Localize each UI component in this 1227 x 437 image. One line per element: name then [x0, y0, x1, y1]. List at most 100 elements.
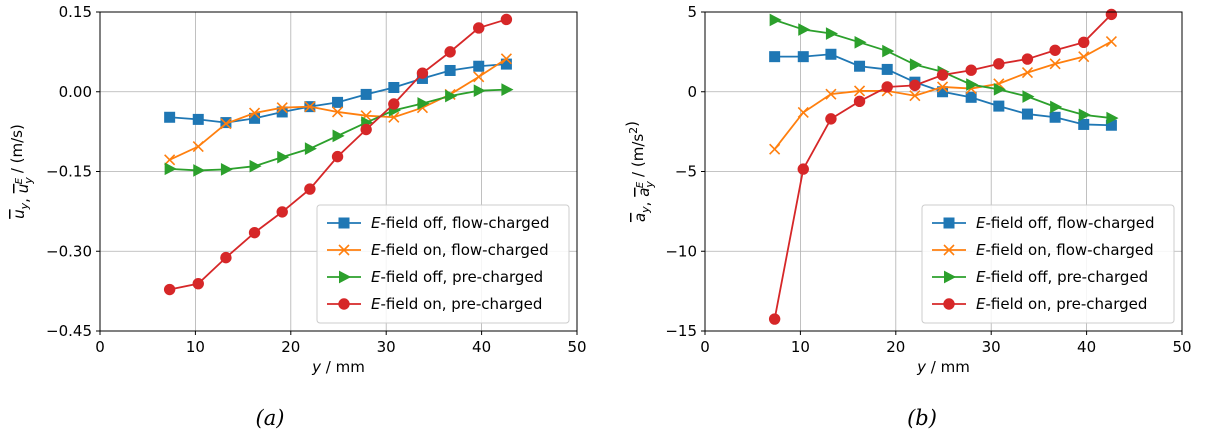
data-point-3-5	[304, 183, 316, 195]
legend-item-0: E-field off, flow-charged	[327, 214, 550, 232]
data-point-3-5	[909, 79, 921, 92]
series-3	[768, 8, 1118, 325]
data-point-2-4	[277, 150, 290, 164]
data-point-2-9	[1022, 90, 1035, 103]
legend-marker-0	[338, 217, 350, 229]
data-point-3-10	[1049, 44, 1061, 56]
legend-label-0: E-field off, flow-charged	[976, 214, 1155, 232]
legend-item-3: E-field on, pre-charged	[932, 295, 1147, 313]
data-point-3-12	[1105, 8, 1118, 21]
data-point-3-8	[388, 98, 400, 110]
legend-marker-0	[943, 217, 955, 229]
x-tick-label: 20	[886, 338, 905, 356]
data-point-3-11	[1078, 36, 1090, 49]
x-tick-label: 10	[791, 338, 810, 356]
series-line-0	[169, 63, 507, 124]
data-point-3-1	[797, 163, 809, 175]
data-point-0-11	[473, 60, 485, 72]
data-point-2-0	[164, 162, 177, 176]
legend-marker-1	[338, 244, 350, 256]
data-point-2-1	[193, 164, 206, 177]
y-axis-label: ay, ayE / (m/s2)	[623, 121, 656, 222]
data-point-1-5	[909, 90, 921, 102]
data-point-0-1	[797, 51, 809, 63]
data-point-2-2	[825, 27, 839, 40]
series-3	[163, 13, 513, 296]
legend-box	[316, 204, 570, 324]
data-point-3-7	[360, 123, 372, 136]
y-tick-label: −0.30	[46, 242, 92, 260]
data-point-2-12	[501, 83, 514, 96]
series-2	[769, 13, 1119, 125]
x-tick-label: 40	[1077, 338, 1096, 356]
series-0	[769, 48, 1117, 131]
y-axis-label: uy, uyE / (m/s)	[8, 124, 35, 219]
data-point-1-6	[936, 81, 949, 93]
legend-label-1: E-field on, flow-charged	[976, 241, 1154, 259]
data-point-0-6	[332, 96, 344, 108]
data-point-3-6	[331, 150, 344, 163]
data-point-1-3	[853, 85, 866, 97]
data-point-2-9	[417, 97, 430, 110]
data-point-3-12	[500, 13, 513, 26]
y-tick-label: −15	[665, 322, 697, 340]
x-axis-label: y / mm	[311, 358, 365, 376]
x-axis-label: y / mm	[916, 358, 970, 376]
legend-label-3: E-field on, pre-charged	[976, 295, 1147, 313]
data-point-2-4	[882, 44, 895, 58]
data-point-1-12	[500, 53, 512, 65]
legend-marker-3	[338, 298, 350, 310]
legend-marker-2	[339, 270, 352, 284]
data-point-1-11	[473, 71, 485, 83]
data-point-2-5	[909, 58, 922, 71]
data-point-1-3	[248, 107, 261, 119]
data-point-0-1	[192, 113, 204, 125]
data-point-3-1	[192, 277, 204, 290]
panel-b: 0 10 20 30 40 50 −15 −10 −5 0 5 y / mm ay, ayE / (m/…	[623, 3, 1192, 430]
legend-label-1: E-field on, flow-charged	[371, 241, 549, 259]
legend-item-3: E-field on, pre-charged	[327, 295, 542, 313]
data-point-0-0	[164, 111, 176, 123]
data-point-2-5	[304, 142, 317, 155]
y-tick-label: −5	[675, 163, 697, 181]
legend-marker-2	[944, 270, 957, 284]
data-point-2-3	[854, 35, 867, 49]
x-tick-label: 10	[186, 338, 205, 356]
x-tick-label: 20	[281, 338, 300, 356]
data-point-1-0	[164, 154, 176, 166]
data-point-2-10	[1050, 100, 1063, 114]
data-point-2-10	[445, 89, 458, 103]
series-line-1	[169, 58, 507, 161]
data-point-1-1	[192, 140, 204, 153]
y-tick-label: 5	[687, 3, 697, 21]
data-point-3-8	[993, 58, 1005, 70]
data-point-0-8	[993, 100, 1005, 112]
panel-caption: (b)	[907, 406, 937, 430]
data-point-0-2	[825, 48, 837, 60]
data-point-3-4	[881, 81, 893, 93]
legend-marker-3	[943, 298, 955, 310]
x-tick-label: 30	[982, 338, 1001, 356]
data-point-2-11	[1078, 108, 1091, 122]
series-2	[164, 83, 514, 177]
legend-item-2: E-field off, pre-charged	[932, 268, 1148, 286]
data-point-1-2	[825, 88, 837, 100]
data-point-2-1	[798, 23, 811, 36]
data-point-2-12	[1106, 111, 1119, 125]
legend: E-field off, flow-charged E-field on, flo…	[921, 204, 1175, 324]
data-point-0-10	[1049, 111, 1061, 123]
data-point-3-4	[276, 206, 288, 218]
y-tick-label: −0.45	[46, 322, 92, 340]
data-point-0-0	[769, 51, 781, 63]
data-point-2-0	[769, 13, 782, 27]
data-point-1-6	[331, 106, 344, 118]
x-tick-label: 50	[1172, 338, 1191, 356]
legend-label-2: E-field off, pre-charged	[371, 268, 543, 286]
data-point-1-1	[797, 106, 809, 119]
data-point-0-9	[1021, 108, 1033, 120]
data-point-3-7	[965, 64, 977, 76]
panel-caption: (a)	[256, 406, 285, 430]
legend: E-field off, flow-charged E-field on, flo…	[316, 204, 570, 324]
data-point-0-4	[881, 63, 893, 75]
